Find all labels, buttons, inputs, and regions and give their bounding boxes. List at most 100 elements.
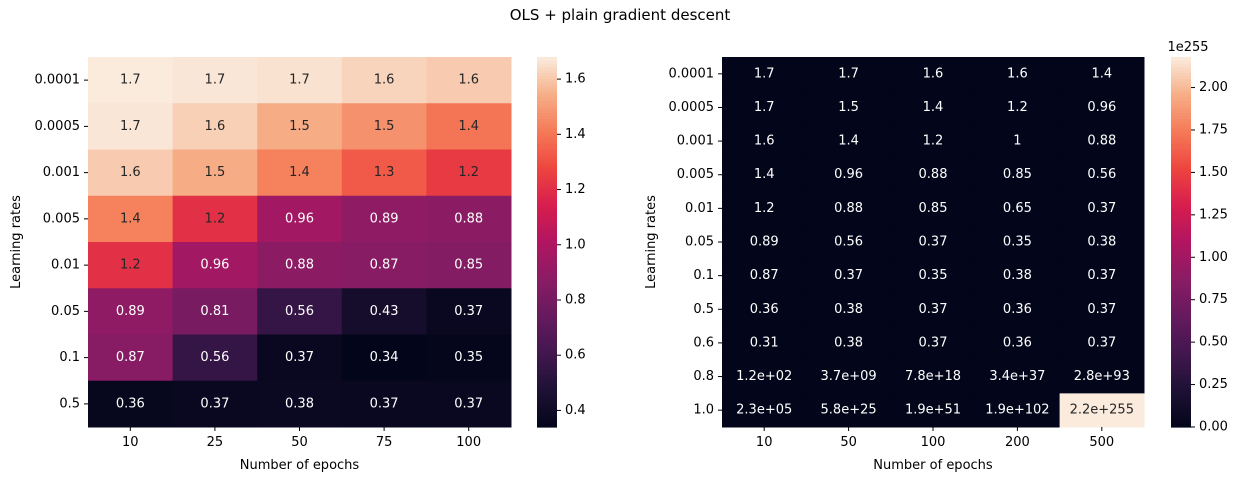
colorbar-segment [537,349,557,354]
heatmap-cell [722,57,807,92]
colorbar-segment [1171,272,1191,277]
colorbar-segment [1171,112,1191,117]
colorbar-segment [1171,306,1191,311]
colorbar-segment [537,57,557,61]
colorbar-segment [1171,226,1191,231]
colorbar-segment [1171,90,1191,95]
colorbar-tick-label: 0.8 [565,292,586,307]
heatmap-panel-2: 1.7 1.7 1.6 1.6 1.4 1.7 1.5 1.4 1.2 0.96 1.6 1.4 1.2… [644,40,1228,473]
colorbar-segment [537,254,557,259]
heatmap-cell [806,191,892,226]
colorbar-segment [537,325,557,329]
colorbar-segment [537,140,557,144]
colorbar-segment [1171,171,1191,175]
colorbar-segment [1171,115,1191,120]
cell-annotation: 0.34 [370,350,399,365]
colorbar-segment [537,282,557,286]
cell-annotation: 0.37 [1087,201,1116,216]
colorbar-segment [537,90,557,95]
colorbar-segment [537,235,557,240]
colorbar-tick-label: 2.00 [1199,80,1228,95]
heatmap-cell [341,103,427,150]
colorbar-segment [1171,205,1191,209]
colorbar-segment [1171,143,1191,148]
colorbar-segment [1171,266,1191,271]
cell-annotation: 1.6 [120,165,141,180]
colorbar-segment [537,291,557,296]
colorbar-segment [1171,69,1191,74]
heatmap-cell [890,90,976,125]
cell-annotation: 0.56 [834,235,863,250]
colorbar-segment [1171,220,1191,225]
colorbar-segment [537,279,557,283]
colorbar-segment [1171,78,1191,83]
cell-annotation: 1.7 [120,119,141,134]
cell-annotation: 0.96 [834,167,863,182]
colorbar-tick-label: 0.4 [565,403,586,418]
heatmap-cell [172,380,258,428]
cell-annotation: 1.7 [754,66,775,81]
x-tick-label: 100 [921,435,946,450]
cell-annotation: 1.4 [838,134,859,149]
heatmap-cell [722,191,807,226]
cell-annotation: 1.9e+51 [905,403,961,418]
y-axis-label: Learning rates [644,195,659,289]
colorbar-segment [1171,81,1191,86]
heatmap-cell [88,195,174,243]
cell-annotation: 0.37 [1087,335,1116,350]
colorbar-segment [1171,177,1191,181]
colorbar-segment [537,306,557,311]
colorbar-segment [1171,316,1191,320]
cell-annotation: 0.65 [1003,201,1032,216]
y-tick-label: 0.05 [685,235,714,250]
colorbar-segment [1171,195,1191,200]
x-tick-label: 25 [207,435,224,450]
colorbar-segment [537,100,557,104]
x-tick-label: 75 [376,435,393,450]
colorbar-segment [537,158,557,163]
x-tick-label: 50 [840,435,857,450]
colorbar-segment [1171,97,1191,101]
colorbar-segment [537,131,557,135]
colorbar-segment [537,186,557,191]
heatmap-cell [426,380,512,428]
y-tick-label: 0.001 [43,165,80,180]
colorbar-segment [537,272,557,277]
cell-annotation: 1.2 [754,201,775,216]
colorbar-segment [1171,100,1191,104]
heatmap-cell [806,225,892,260]
colorbar-segment [537,257,557,262]
colorbar-segment [1171,353,1191,357]
colorbar-segment [537,177,557,181]
colorbar-segment [537,322,557,326]
colorbar-tick-label: 1.00 [1199,250,1228,265]
colorbar-segment [1171,417,1191,422]
colorbar-segment [1171,118,1191,123]
colorbar-segment [1171,134,1191,138]
cell-annotation: 0.85 [454,258,483,273]
figure-title: OLS + plain gradient descent [509,6,731,24]
heatmap-cell [426,242,512,289]
cell-annotation: 1.4 [1091,66,1112,81]
colorbar-segment [1171,423,1191,428]
colorbar-segment [1171,189,1191,194]
colorbar-segment [1171,211,1191,215]
colorbar-segment [1171,229,1191,234]
colorbar-segment [537,226,557,231]
colorbar-segment [1171,374,1191,379]
colorbar-segment [537,365,557,370]
colorbar-segment [537,223,557,228]
y-tick-label: 0.6 [693,335,714,350]
cell-annotation: 1.4 [754,167,775,182]
colorbar-segment [537,97,557,101]
heatmap-cell [975,90,1061,125]
colorbar-segment [1171,309,1191,314]
colorbar-segment [1171,180,1191,185]
colorbar-segment [537,294,557,299]
colorbar-segment [1171,337,1191,342]
colorbar-segment [1171,214,1191,218]
colorbar-segment [537,121,557,126]
colorbar-segment [537,356,557,360]
heatmap-cell [1059,225,1145,260]
